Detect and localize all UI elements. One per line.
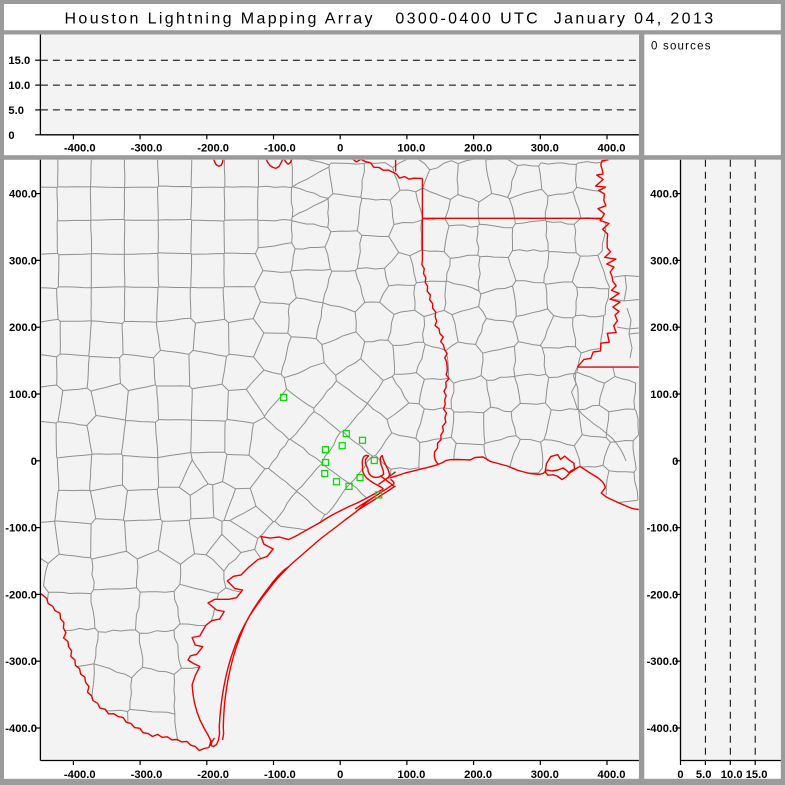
svg-text:100.0: 100.0 — [9, 389, 37, 401]
svg-text:200.0: 200.0 — [650, 322, 678, 334]
svg-text:0: 0 — [677, 769, 683, 781]
svg-text:5.0: 5.0 — [696, 769, 712, 781]
svg-text:300.0: 300.0 — [531, 143, 559, 155]
svg-text:-400.0: -400.0 — [64, 769, 96, 781]
svg-text:0: 0 — [337, 143, 343, 155]
svg-text:100.0: 100.0 — [650, 389, 678, 401]
svg-text:100.0: 100.0 — [397, 143, 425, 155]
svg-text:0: 0 — [8, 130, 14, 142]
svg-text:-300.0: -300.0 — [647, 656, 679, 668]
svg-text:0: 0 — [672, 456, 678, 468]
svg-text:200.0: 200.0 — [464, 143, 492, 155]
svg-text:0: 0 — [337, 769, 343, 781]
svg-text:200.0: 200.0 — [9, 322, 37, 334]
svg-text:15.0: 15.0 — [8, 55, 30, 67]
svg-text:-300.0: -300.0 — [131, 769, 163, 781]
svg-text:-100.0: -100.0 — [5, 523, 37, 535]
svg-text:-200.0: -200.0 — [197, 769, 229, 781]
svg-text:-400.0: -400.0 — [64, 143, 96, 155]
svg-text:-200.0: -200.0 — [197, 143, 229, 155]
svg-text:300.0: 300.0 — [531, 769, 559, 781]
svg-text:-200.0: -200.0 — [647, 589, 679, 601]
svg-text:300.0: 300.0 — [650, 255, 678, 267]
svg-text:200.0: 200.0 — [464, 769, 492, 781]
svg-text:5.0: 5.0 — [8, 105, 24, 117]
svg-text:-100.0: -100.0 — [264, 769, 296, 781]
svg-text:400.0: 400.0 — [598, 769, 626, 781]
svg-text:400.0: 400.0 — [598, 143, 626, 155]
svg-text:0: 0 — [31, 456, 37, 468]
svg-text:10.0: 10.0 — [721, 769, 743, 781]
svg-text:-100.0: -100.0 — [647, 523, 679, 535]
svg-text:100.0: 100.0 — [397, 769, 425, 781]
svg-text:0 sources: 0 sources — [651, 41, 712, 53]
svg-text:-300.0: -300.0 — [5, 656, 37, 668]
svg-text:10.0: 10.0 — [8, 80, 30, 92]
svg-text:-300.0: -300.0 — [131, 143, 163, 155]
svg-text:400.0: 400.0 — [650, 189, 678, 201]
svg-text:-200.0: -200.0 — [5, 589, 37, 601]
svg-text:15.0: 15.0 — [746, 769, 768, 781]
svg-text:300.0: 300.0 — [9, 255, 37, 267]
svg-text:Houston Lightning Mapping Arra: Houston Lightning Mapping Array 0300-040… — [64, 11, 715, 28]
svg-text:-400.0: -400.0 — [5, 723, 37, 735]
svg-text:-100.0: -100.0 — [264, 143, 296, 155]
svg-text:400.0: 400.0 — [9, 189, 37, 201]
svg-text:-400.0: -400.0 — [647, 723, 679, 735]
